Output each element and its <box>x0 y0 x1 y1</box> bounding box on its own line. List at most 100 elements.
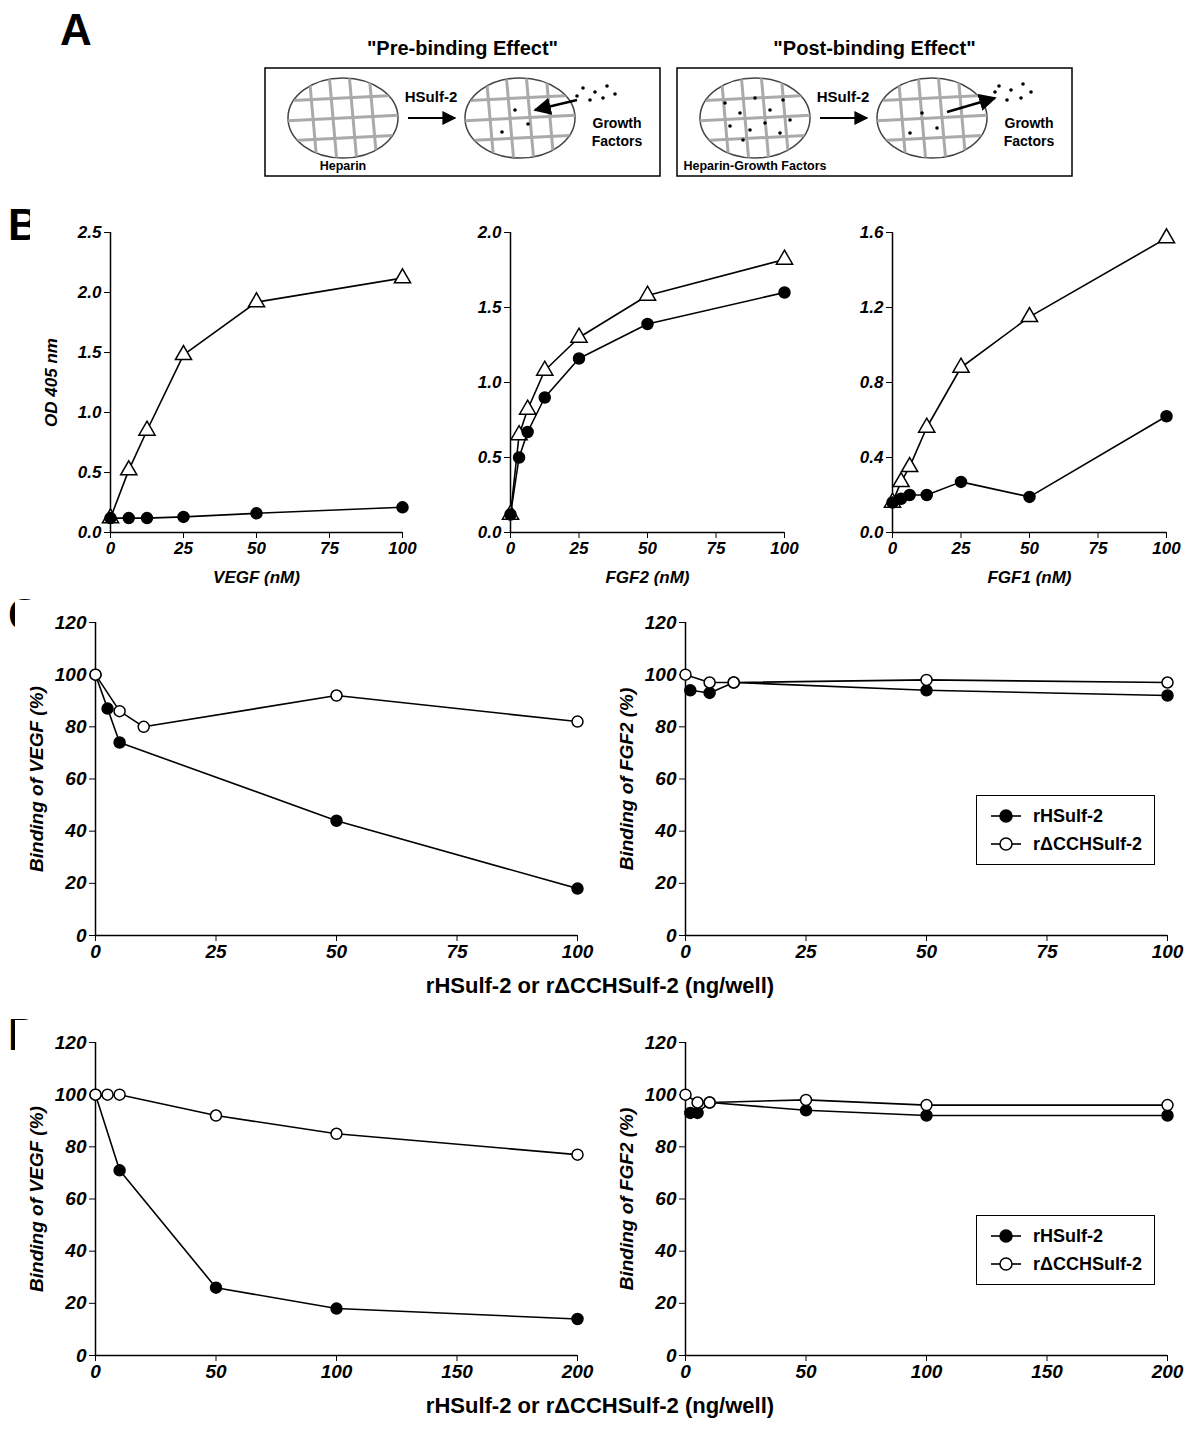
svg-text:120: 120 <box>645 612 677 633</box>
svg-text:80: 80 <box>655 716 677 737</box>
svg-text:0: 0 <box>888 539 898 558</box>
svg-text:50: 50 <box>916 941 938 962</box>
svg-text:25: 25 <box>794 941 817 962</box>
svg-text:50: 50 <box>795 1361 817 1382</box>
svg-text:1.0: 1.0 <box>478 373 502 392</box>
svg-text:0.8: 0.8 <box>860 373 884 392</box>
svg-text:100: 100 <box>321 1361 353 1382</box>
svg-text:100: 100 <box>388 539 417 558</box>
svg-text:80: 80 <box>65 716 87 737</box>
svg-text:50: 50 <box>326 941 348 962</box>
svg-text:40: 40 <box>654 820 677 841</box>
svg-text:1.2: 1.2 <box>860 298 884 317</box>
svg-text:120: 120 <box>645 1032 677 1053</box>
svg-text:Binding of FGF2 (%): Binding of FGF2 (%) <box>616 688 637 871</box>
svg-text:150: 150 <box>1031 1361 1063 1382</box>
svg-text:0.0: 0.0 <box>478 523 502 542</box>
svg-text:60: 60 <box>65 768 87 789</box>
svg-text:40: 40 <box>654 1240 677 1261</box>
svg-text:50: 50 <box>205 1361 227 1382</box>
svg-text:"Post-binding Effect": "Post-binding Effect" <box>773 37 975 59</box>
svg-text:FGF2 (nM): FGF2 (nM) <box>605 568 689 587</box>
svg-text:80: 80 <box>65 1136 87 1157</box>
svg-text:120: 120 <box>55 612 87 633</box>
svg-text:120: 120 <box>55 1032 87 1053</box>
html-text:B: B <box>8 200 40 249</box>
svg-text:0.0: 0.0 <box>860 523 884 542</box>
svg-text:Factors: Factors <box>1004 133 1055 149</box>
svg-text:"Pre-binding Effect": "Pre-binding Effect" <box>367 37 558 59</box>
svg-text:100: 100 <box>55 1084 87 1105</box>
svg-text:Heparin-Growth Factors: Heparin-Growth Factors <box>683 159 826 173</box>
svg-text:FGF1 (nM): FGF1 (nM) <box>987 568 1071 587</box>
svg-text:HSulf-2: HSulf-2 <box>405 88 458 105</box>
svg-text:60: 60 <box>65 1188 87 1209</box>
svg-text:50: 50 <box>638 539 657 558</box>
svg-text:Binding of VEGF (%): Binding of VEGF (%) <box>26 1106 47 1292</box>
svg-text:150: 150 <box>441 1361 473 1382</box>
svg-text:100: 100 <box>55 664 87 685</box>
svg-text:75: 75 <box>707 539 726 558</box>
svg-text:0.0: 0.0 <box>78 523 102 542</box>
svg-text:100: 100 <box>1152 941 1184 962</box>
svg-text:2.0: 2.0 <box>77 283 102 302</box>
svg-text:100: 100 <box>911 1361 943 1382</box>
svg-text:2.0: 2.0 <box>477 223 502 242</box>
svg-text:2.5: 2.5 <box>77 223 102 242</box>
svg-text:Binding of FGF2 (%): Binding of FGF2 (%) <box>616 1108 637 1291</box>
svg-text:60: 60 <box>655 768 677 789</box>
svg-text:100: 100 <box>645 664 677 685</box>
svg-text:Growth: Growth <box>1005 115 1054 131</box>
svg-text:Binding of VEGF (%): Binding of VEGF (%) <box>26 686 47 872</box>
svg-text:200: 200 <box>1151 1361 1184 1382</box>
svg-text:100: 100 <box>645 1084 677 1105</box>
svg-text:1.5: 1.5 <box>78 343 102 362</box>
svg-text:1.0: 1.0 <box>78 403 102 422</box>
svg-text:75: 75 <box>1036 941 1058 962</box>
svg-text:OD 405 nm: OD 405 nm <box>42 338 61 427</box>
html-text:C: C <box>8 590 40 639</box>
svg-text:75: 75 <box>446 941 468 962</box>
svg-text:0: 0 <box>680 1361 691 1382</box>
svg-text:0.5: 0.5 <box>478 448 502 467</box>
svg-text:50: 50 <box>1020 539 1039 558</box>
svg-text:25: 25 <box>173 539 193 558</box>
svg-text:40: 40 <box>64 820 87 841</box>
svg-text:25: 25 <box>951 539 971 558</box>
svg-text:25: 25 <box>569 539 589 558</box>
svg-text:100: 100 <box>770 539 799 558</box>
svg-text:Heparin: Heparin <box>320 159 367 173</box>
svg-text:VEGF (nM): VEGF (nM) <box>213 568 300 587</box>
svg-text:0: 0 <box>106 539 116 558</box>
svg-text:200: 200 <box>561 1361 594 1382</box>
svg-text:20: 20 <box>654 1292 677 1313</box>
svg-text:Growth: Growth <box>593 115 642 131</box>
svg-text:1.5: 1.5 <box>478 298 502 317</box>
svg-text:0: 0 <box>90 1361 101 1382</box>
svg-text:25: 25 <box>204 941 227 962</box>
svg-text:0: 0 <box>90 941 101 962</box>
svg-text:20: 20 <box>654 872 677 893</box>
svg-text:0: 0 <box>666 1345 677 1366</box>
svg-text:20: 20 <box>64 872 87 893</box>
svg-text:20: 20 <box>64 1292 87 1313</box>
html-text:A: A <box>60 5 92 54</box>
svg-text:0.5: 0.5 <box>78 463 102 482</box>
svg-text:50: 50 <box>247 539 266 558</box>
svg-text:75: 75 <box>320 539 339 558</box>
svg-text:40: 40 <box>64 1240 87 1261</box>
svg-text:0.4: 0.4 <box>860 448 884 467</box>
svg-text:100: 100 <box>562 941 594 962</box>
svg-text:Factors: Factors <box>592 133 643 149</box>
svg-text:75: 75 <box>1089 539 1108 558</box>
svg-text:0: 0 <box>680 941 691 962</box>
svg-text:80: 80 <box>655 1136 677 1157</box>
svg-text:1.6: 1.6 <box>860 223 884 242</box>
svg-text:HSulf-2: HSulf-2 <box>817 88 870 105</box>
svg-text:0: 0 <box>76 925 87 946</box>
svg-text:0: 0 <box>76 1345 87 1366</box>
svg-text:60: 60 <box>655 1188 677 1209</box>
svg-text:0: 0 <box>666 925 677 946</box>
svg-text:100: 100 <box>1152 539 1181 558</box>
svg-text:0: 0 <box>506 539 516 558</box>
